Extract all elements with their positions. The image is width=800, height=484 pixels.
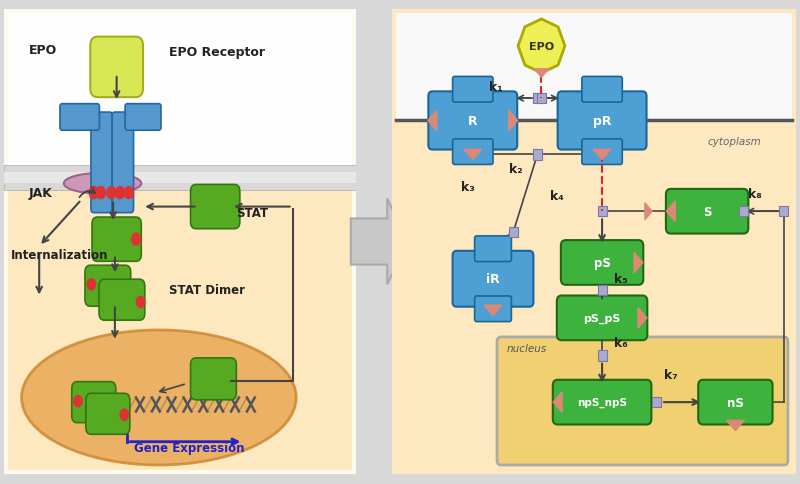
FancyBboxPatch shape <box>558 92 646 150</box>
Text: Gene Expression: Gene Expression <box>134 441 245 454</box>
FancyBboxPatch shape <box>598 207 606 217</box>
Text: nucleus: nucleus <box>507 343 547 353</box>
Circle shape <box>124 187 134 199</box>
Text: EPO: EPO <box>29 44 57 57</box>
FancyBboxPatch shape <box>453 139 493 165</box>
FancyBboxPatch shape <box>125 105 161 131</box>
Polygon shape <box>464 150 482 160</box>
Text: S: S <box>703 205 711 218</box>
FancyBboxPatch shape <box>598 286 606 296</box>
Polygon shape <box>645 203 652 220</box>
Polygon shape <box>534 70 549 78</box>
Circle shape <box>120 409 129 421</box>
FancyBboxPatch shape <box>582 139 622 165</box>
Circle shape <box>106 187 116 199</box>
Text: k₅: k₅ <box>614 273 628 286</box>
Text: iR: iR <box>486 272 500 286</box>
Circle shape <box>115 187 125 199</box>
Text: EPO: EPO <box>529 42 554 52</box>
Text: pS_pS: pS_pS <box>583 313 621 323</box>
Circle shape <box>131 234 141 246</box>
Circle shape <box>87 279 95 290</box>
FancyBboxPatch shape <box>533 94 542 104</box>
Circle shape <box>96 187 106 199</box>
Polygon shape <box>428 111 437 132</box>
Ellipse shape <box>22 330 296 465</box>
Text: EPO Receptor: EPO Receptor <box>170 46 266 59</box>
FancyBboxPatch shape <box>652 397 661 408</box>
FancyBboxPatch shape <box>474 296 511 322</box>
FancyBboxPatch shape <box>497 337 788 465</box>
FancyBboxPatch shape <box>779 207 788 217</box>
FancyBboxPatch shape <box>598 351 606 361</box>
FancyBboxPatch shape <box>453 251 534 307</box>
FancyBboxPatch shape <box>99 280 145 320</box>
Text: k₁: k₁ <box>489 81 502 94</box>
Polygon shape <box>553 392 562 412</box>
FancyBboxPatch shape <box>60 105 99 131</box>
Text: k₄: k₄ <box>550 190 563 202</box>
FancyBboxPatch shape <box>509 227 518 238</box>
FancyBboxPatch shape <box>90 38 143 98</box>
Circle shape <box>74 396 82 407</box>
Text: STAT Dimer: STAT Dimer <box>170 283 246 296</box>
Bar <box>4 166 356 191</box>
Polygon shape <box>484 306 502 316</box>
FancyBboxPatch shape <box>190 358 236 400</box>
Circle shape <box>136 297 145 308</box>
Text: pS: pS <box>594 257 610 270</box>
FancyBboxPatch shape <box>533 150 542 160</box>
Text: k₃: k₃ <box>461 181 474 194</box>
Text: STAT: STAT <box>236 207 269 219</box>
Polygon shape <box>638 308 647 329</box>
Bar <box>7 186 353 469</box>
FancyBboxPatch shape <box>91 113 113 213</box>
Polygon shape <box>726 421 744 431</box>
FancyBboxPatch shape <box>537 94 546 104</box>
FancyBboxPatch shape <box>453 77 493 103</box>
FancyBboxPatch shape <box>666 190 748 234</box>
Text: JAK: JAK <box>29 186 53 199</box>
FancyBboxPatch shape <box>72 382 116 423</box>
FancyBboxPatch shape <box>85 266 130 306</box>
FancyBboxPatch shape <box>92 218 142 262</box>
Polygon shape <box>666 201 675 222</box>
FancyBboxPatch shape <box>474 236 511 262</box>
Text: R: R <box>468 115 478 128</box>
Text: k₆: k₆ <box>614 336 628 349</box>
Bar <box>4 172 356 184</box>
FancyBboxPatch shape <box>112 113 134 213</box>
Text: npS_npS: npS_npS <box>577 397 627 408</box>
FancyBboxPatch shape <box>428 92 518 150</box>
FancyBboxPatch shape <box>86 393 130 434</box>
FancyBboxPatch shape <box>561 241 643 285</box>
FancyBboxPatch shape <box>698 380 773 424</box>
Ellipse shape <box>64 173 142 195</box>
Bar <box>7 15 353 186</box>
Text: Internalization: Internalization <box>11 248 109 261</box>
FancyBboxPatch shape <box>557 296 647 341</box>
Polygon shape <box>634 253 643 273</box>
FancyBboxPatch shape <box>739 207 748 217</box>
Text: pR: pR <box>593 115 611 128</box>
Text: nS: nS <box>727 396 744 409</box>
Polygon shape <box>509 111 518 132</box>
Text: k₈: k₈ <box>747 187 762 200</box>
FancyBboxPatch shape <box>386 3 800 481</box>
FancyBboxPatch shape <box>190 185 240 229</box>
Polygon shape <box>593 150 611 160</box>
Text: cytoplasm: cytoplasm <box>707 136 761 147</box>
Circle shape <box>89 187 98 199</box>
Text: k₂: k₂ <box>509 163 522 176</box>
Text: k₇: k₇ <box>664 368 678 381</box>
FancyBboxPatch shape <box>0 3 362 481</box>
Bar <box>396 15 792 121</box>
FancyBboxPatch shape <box>582 77 622 103</box>
FancyBboxPatch shape <box>553 380 651 424</box>
FancyArrow shape <box>350 199 409 285</box>
